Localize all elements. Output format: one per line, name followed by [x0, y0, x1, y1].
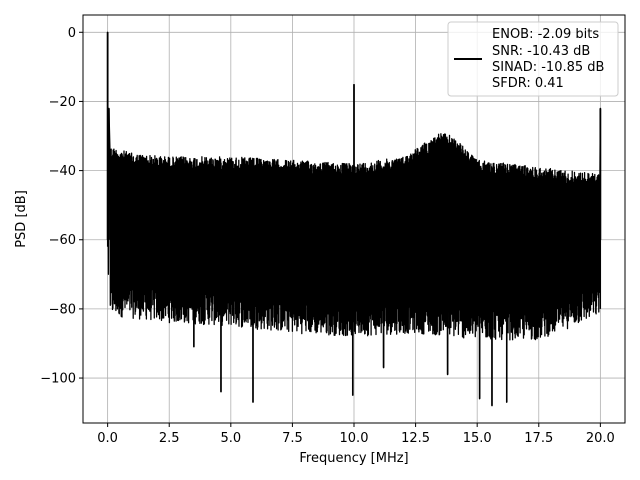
psd-trace	[106, 31, 602, 407]
x-tick-label: 20.0	[586, 431, 615, 446]
legend-entry-snr: SNR: -10.43 dB	[492, 44, 590, 59]
y-axis-label: PSD [dB]	[14, 190, 29, 248]
legend-entry-sinad: SINAD: -10.85 dB	[492, 60, 604, 75]
x-axis-label: Frequency [MHz]	[299, 451, 408, 466]
y-tick-label: 0	[68, 26, 76, 41]
legend: ENOB: -2.09 bits SNR: -10.43 dB SINAD: -…	[447, 21, 619, 97]
y-tick-label: −20	[49, 95, 76, 110]
y-tick-label: −100	[40, 372, 76, 387]
y-tick-label: −60	[49, 233, 76, 248]
x-tick-label: 12.5	[401, 431, 430, 446]
x-tick-label: 15.0	[463, 431, 492, 446]
x-tick-label: 0.0	[97, 431, 118, 446]
x-tick-label: 7.5	[282, 431, 303, 446]
x-tick-label: 10.0	[340, 431, 369, 446]
y-tick-label: −40	[49, 164, 76, 179]
y-tick-label: −80	[49, 302, 76, 317]
x-axis: 0.0 2.5 5.0 7.5 10.0 12.5 15.0 17.5 20.0	[97, 423, 615, 446]
legend-entry-sfdr: SFDR: 0.41	[492, 76, 564, 91]
x-tick-label: 5.0	[220, 431, 241, 446]
y-axis: 0 −20 −40 −60 −80 −100	[40, 26, 83, 387]
legend-entry-enob: ENOB: -2.09 bits	[492, 27, 599, 42]
x-tick-label: 17.5	[524, 431, 553, 446]
psd-line	[106, 31, 602, 407]
legend-box	[447, 21, 619, 97]
x-tick-label: 2.5	[159, 431, 180, 446]
